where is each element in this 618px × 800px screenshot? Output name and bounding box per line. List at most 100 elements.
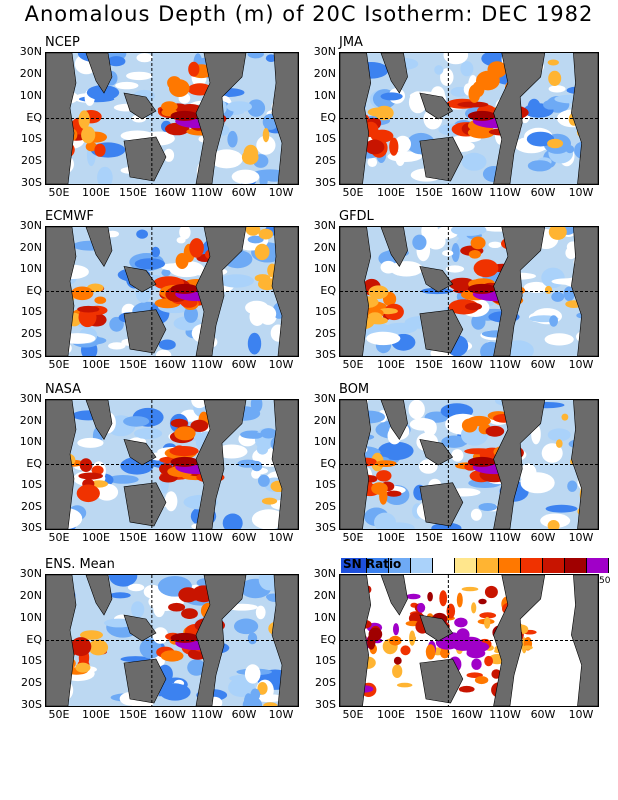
- y-tick-label: 10N: [19, 610, 42, 624]
- y-tick-label: 30N: [19, 392, 42, 405]
- x-tick-label: 60W: [530, 358, 556, 371]
- map-field: [340, 575, 598, 706]
- y-tick-label: EQ: [26, 283, 42, 297]
- x-tick-label: 100E: [82, 531, 110, 544]
- colorbar-swatch: [341, 558, 367, 573]
- y-tick-label: 30N: [19, 567, 42, 580]
- anomaly-map: [339, 574, 599, 707]
- map-field: [46, 575, 298, 706]
- y-tick-label: 10S: [21, 654, 42, 668]
- y-tick-label: 20S: [315, 326, 336, 340]
- x-tick-label: 50E: [48, 708, 70, 721]
- x-tick-label: 150E: [415, 531, 443, 544]
- x-tick-label: 60W: [231, 708, 257, 721]
- y-tick-label: EQ: [320, 283, 336, 297]
- y-tick-label: 20S: [21, 499, 42, 513]
- anomaly-map: [45, 52, 299, 185]
- y-tick-label: 10S: [21, 305, 42, 318]
- colorbar-title: SN Ratio: [343, 557, 402, 571]
- y-tick-label: 20N: [19, 240, 42, 254]
- y-tick-label: 20S: [315, 676, 336, 690]
- x-tick-label: 10W: [568, 708, 594, 721]
- map-field: [46, 227, 298, 356]
- anomaly-map: [339, 226, 599, 357]
- colorbar-swatch: [587, 558, 609, 573]
- panel-label: NCEP: [45, 35, 80, 50]
- y-tick-label: EQ: [320, 110, 336, 124]
- x-tick-label: 60W: [231, 186, 257, 199]
- map-field: [340, 227, 598, 356]
- x-tick-label: 160W: [451, 358, 483, 371]
- x-tick-label: 60W: [530, 531, 556, 544]
- x-tick-label: 10W: [268, 531, 294, 544]
- y-tick-label: 20N: [313, 240, 336, 254]
- y-tick-label: 30S: [21, 521, 42, 534]
- x-tick-label: 150E: [119, 708, 147, 721]
- y-tick-label: 20N: [19, 588, 42, 602]
- map-field: [340, 400, 598, 529]
- colorbar-swatch: [367, 558, 389, 573]
- x-tick-label: 10W: [568, 531, 594, 544]
- x-tick-label: 10W: [568, 186, 594, 199]
- y-tick-label: 30S: [315, 698, 336, 711]
- x-tick-label: 110W: [191, 186, 223, 199]
- y-tick-label: 30N: [19, 219, 42, 232]
- x-tick-label: 150E: [415, 186, 443, 199]
- x-tick-label: 50E: [48, 186, 70, 199]
- y-tick-label: 20S: [315, 154, 336, 168]
- land-mask: [340, 227, 598, 356]
- y-tick-label: 20N: [313, 413, 336, 427]
- y-tick-label: 30S: [315, 176, 336, 189]
- x-tick-label: 110W: [489, 358, 521, 371]
- panel-label: NASA: [45, 382, 82, 397]
- y-tick-label: 10S: [315, 478, 336, 491]
- x-tick-label: 60W: [530, 708, 556, 721]
- x-tick-label: 100E: [377, 358, 405, 371]
- x-tick-label: 150E: [119, 186, 147, 199]
- y-tick-label: 30S: [21, 348, 42, 361]
- y-tick-label: 10N: [19, 262, 42, 275]
- x-tick-label: 50E: [342, 358, 364, 371]
- anomaly-map: [339, 52, 599, 185]
- x-tick-label: 110W: [191, 358, 223, 371]
- anomaly-map: [45, 226, 299, 357]
- x-tick-label: 50E: [342, 186, 364, 199]
- y-tick-label: 20N: [313, 66, 336, 80]
- colorbar-swatch: [433, 558, 455, 573]
- y-tick-label: 10S: [21, 132, 42, 146]
- x-tick-label: 100E: [82, 358, 110, 371]
- x-tick-label: 100E: [377, 186, 405, 199]
- x-tick-label: 150E: [415, 358, 443, 371]
- x-tick-label: 110W: [489, 708, 521, 721]
- y-tick-label: 20N: [19, 413, 42, 427]
- anomaly-map: [45, 399, 299, 530]
- y-tick-label: 30S: [21, 698, 42, 711]
- x-tick-label: 10W: [268, 358, 294, 371]
- colorbar-swatch: [477, 558, 499, 573]
- map-field: [340, 53, 598, 184]
- land-mask: [340, 400, 598, 529]
- x-tick-label: 60W: [231, 531, 257, 544]
- colorbar-swatch: [565, 558, 587, 573]
- x-tick-label: 100E: [82, 708, 110, 721]
- y-tick-label: 20S: [315, 499, 336, 513]
- panel-label: ECMWF: [45, 209, 94, 224]
- y-tick-label: 10S: [21, 478, 42, 491]
- anomaly-map: [339, 399, 599, 530]
- y-tick-label: 30N: [313, 45, 336, 58]
- x-tick-label: 110W: [191, 708, 223, 721]
- x-tick-label: 160W: [154, 186, 186, 199]
- y-tick-label: 30N: [19, 45, 42, 58]
- chart-title: Anomalous Depth (m) of 20C Isotherm: DEC…: [24, 2, 594, 26]
- y-tick-label: 10N: [313, 435, 336, 448]
- colorbar-max-label: 50: [599, 576, 611, 586]
- map-field: [46, 400, 298, 529]
- y-tick-label: 30S: [315, 521, 336, 534]
- x-tick-label: 10W: [268, 186, 294, 199]
- y-tick-label: EQ: [320, 456, 336, 470]
- x-tick-label: 10W: [268, 708, 294, 721]
- map-field: [46, 53, 298, 184]
- y-tick-label: EQ: [26, 632, 42, 646]
- colorbar-swatch: [543, 558, 565, 573]
